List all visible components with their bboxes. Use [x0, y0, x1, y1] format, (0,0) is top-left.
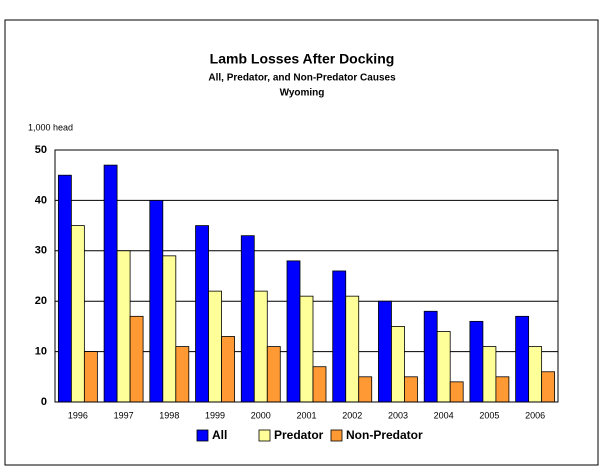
bar	[378, 300, 392, 403]
chart-subtitle: All, Predator, and Non-Predator Causes	[208, 73, 396, 84]
x-tick-label: 2003	[388, 410, 408, 420]
legend-swatch	[196, 429, 209, 442]
y-tick-label: 10	[35, 346, 47, 358]
x-tick-label: 1998	[159, 410, 179, 420]
y-tick-label: 0	[41, 396, 47, 408]
legend-label: Non-Predator	[346, 428, 423, 442]
bar	[482, 346, 497, 403]
bar	[469, 320, 484, 403]
bar	[404, 376, 418, 403]
legend-label: Predator	[274, 428, 324, 442]
bar	[541, 371, 556, 403]
bar	[423, 310, 438, 403]
y-tick-label: 20	[35, 295, 47, 307]
bar	[83, 351, 98, 403]
x-tick-label: 2004	[434, 410, 454, 420]
bar	[332, 270, 347, 403]
bar	[149, 199, 164, 403]
x-tick-label: 2001	[296, 410, 316, 420]
bar	[391, 325, 405, 403]
bar	[266, 346, 281, 403]
x-tick-label: 2005	[479, 410, 499, 420]
bar	[195, 225, 209, 403]
y-tick-label: 30	[35, 245, 47, 257]
x-tick-label: 2002	[342, 410, 362, 420]
legend-swatch	[258, 429, 271, 442]
bar	[253, 290, 268, 403]
x-tick-label: 2006	[525, 410, 545, 420]
bar	[240, 235, 255, 403]
bar	[286, 260, 301, 403]
chart-subtitle: Wyoming	[280, 88, 325, 99]
bar	[495, 376, 510, 403]
y-axis-label: 1,000 head	[28, 122, 73, 132]
legend-swatch	[330, 429, 343, 442]
bar	[299, 295, 314, 403]
x-tick-label: 1997	[114, 410, 134, 420]
plot-border	[54, 149, 559, 403]
x-tick-label: 1999	[205, 410, 225, 420]
bar	[70, 225, 85, 403]
bar	[175, 346, 190, 403]
bar	[345, 295, 360, 403]
bar	[57, 174, 72, 403]
y-tick-label: 50	[35, 144, 47, 156]
chart-title: Lamb Losses After Docking	[210, 51, 395, 67]
bar	[515, 315, 530, 403]
bar	[116, 250, 131, 403]
legend-label: All	[212, 428, 227, 442]
x-tick-label: 2000	[251, 410, 271, 420]
bar	[221, 336, 235, 403]
bar	[312, 366, 327, 403]
y-tick-label: 40	[35, 194, 47, 206]
x-tick-label: 1996	[68, 410, 88, 420]
bar	[129, 315, 144, 403]
bar	[208, 290, 222, 403]
bar	[162, 255, 177, 403]
bar	[449, 381, 464, 403]
bar	[528, 346, 543, 403]
bar	[103, 164, 118, 403]
bar	[436, 331, 451, 403]
bar	[358, 376, 373, 403]
